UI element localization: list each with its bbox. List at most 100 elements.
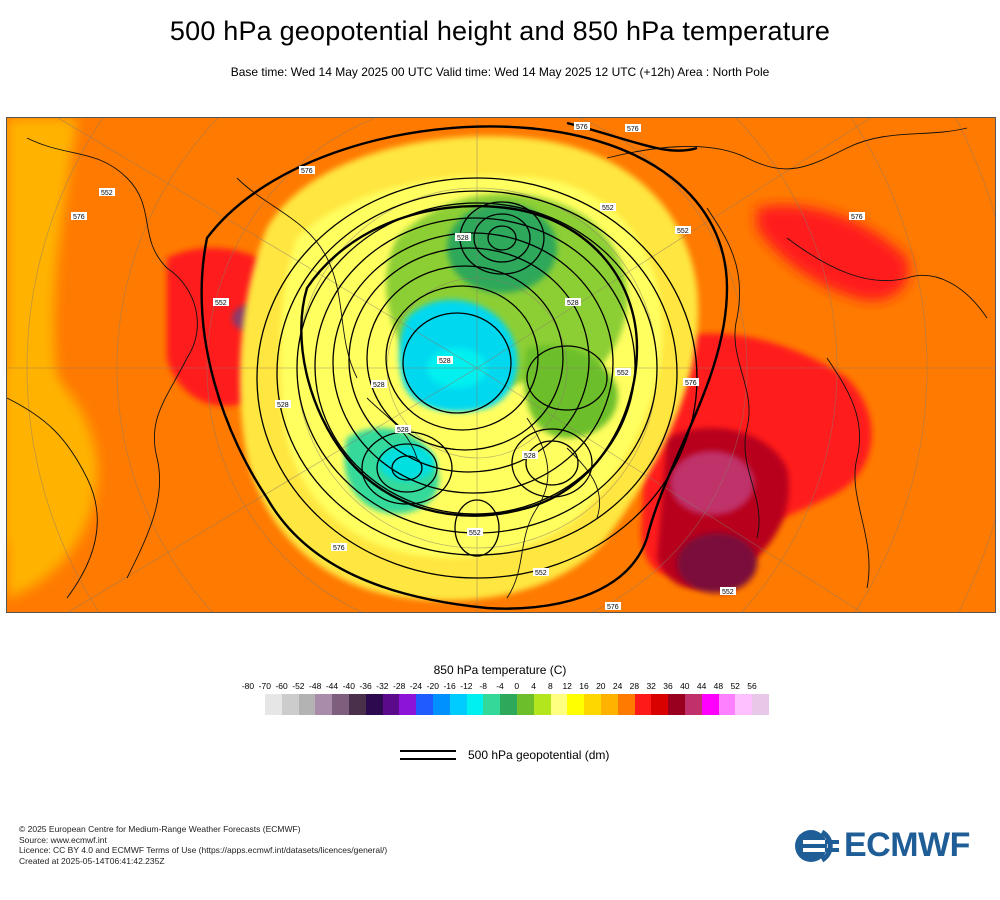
temperature-legend-title: 850 hPa temperature (C) — [433, 663, 567, 677]
contour-label: 528 — [439, 358, 451, 365]
colorbar-swatch — [752, 694, 769, 715]
deep-green-core — [447, 203, 557, 293]
colorbar-swatch — [382, 694, 400, 715]
contour-label: 552 — [617, 370, 629, 377]
contour-label: 528 — [277, 402, 289, 409]
colorbar-swatch — [735, 694, 753, 715]
colorbar-swatch — [399, 694, 417, 715]
contour-label: 576 — [576, 124, 588, 131]
contour-label: 576 — [851, 214, 863, 221]
colorbar-tick-label: -20 — [426, 681, 439, 691]
colorbar-swatch — [483, 694, 501, 715]
colorbar-tick-label: -36 — [359, 681, 372, 691]
geopotential-line-sample — [400, 748, 456, 762]
temperature-colorbar — [265, 694, 769, 715]
colorbar-tick-label: 16 — [579, 681, 589, 691]
colorbar-tick-label: -60 — [275, 681, 288, 691]
colorbar-swatch — [365, 694, 383, 715]
created-line: Created at 2025-05-14T06:41:42.235Z — [19, 855, 165, 866]
colorbar-tick-label: -16 — [443, 681, 456, 691]
contour-labels: 576 552 528 576 552 528 576 552 528 576 — [71, 122, 865, 611]
colorbar-tick-label: 36 — [663, 681, 673, 691]
contour-label: 552 — [215, 300, 227, 307]
colorbar-tick-label: 40 — [680, 681, 690, 691]
contour-label: 552 — [535, 570, 547, 577]
colorbar-tick-label: 56 — [747, 681, 757, 691]
ecmwf-logo[interactable]: ECMWF — [794, 826, 970, 865]
contour-label: 552 — [469, 530, 481, 537]
contour-label: 528 — [567, 300, 579, 307]
contour-label: 576 — [333, 545, 345, 552]
colorbar-swatch — [617, 694, 635, 715]
colorbar-swatch — [584, 694, 601, 715]
ecmwf-logo-icon — [795, 829, 839, 862]
geopotential-legend: 500 hPa geopotential (dm) — [400, 748, 609, 762]
colorbar-tick-label: 52 — [730, 681, 740, 691]
colorbar-swatch — [567, 694, 585, 715]
colorbar-swatch — [348, 694, 366, 715]
colorbar-swatch — [265, 694, 282, 715]
contour-label: 552 — [722, 589, 734, 596]
colorbar-swatch — [550, 694, 568, 715]
contour-label: 552 — [101, 190, 113, 197]
colorbar-swatch — [416, 694, 433, 715]
contour-label: 528 — [457, 235, 469, 242]
colorbar-swatch — [600, 694, 618, 715]
colorbar-tick-label: -48 — [309, 681, 322, 691]
colorbar-swatch — [701, 694, 719, 715]
contour-label: 528 — [524, 453, 536, 460]
credits: © 2025 European Centre for Medium-Range … — [19, 824, 387, 866]
colorbar-tick-label: 12 — [562, 681, 572, 691]
coastlines — [7, 127, 988, 599]
colorbar-tick-label: -70 — [258, 681, 271, 691]
contour-label: 552 — [677, 228, 689, 235]
extreme-region-southeast — [677, 533, 757, 593]
contour-label: 576 — [301, 168, 313, 175]
colorbar-swatch — [281, 694, 299, 715]
geopotential-legend-label: 500 hPa geopotential (dm) — [468, 748, 610, 762]
copyright-line: © 2025 European Centre for Medium-Range … — [19, 824, 301, 834]
contour-label: 576 — [607, 604, 619, 611]
colorbar-swatch — [332, 694, 349, 715]
colorbar-swatch — [432, 694, 450, 715]
source-line: Source: www.ecmwf.int — [19, 834, 107, 845]
contour-label: 576 — [627, 126, 639, 133]
colorbar-swatch — [651, 694, 669, 715]
contour-label: 528 — [373, 382, 385, 389]
hot-region-northeast — [757, 205, 909, 301]
colorbar-tick-label: -40 — [342, 681, 355, 691]
colorbar-tick-label: -12 — [460, 681, 473, 691]
colorbar-tick-label: 28 — [629, 681, 640, 691]
temperature-legend-ticks: -80 -70 -60 -52 -48 -44 -40 -36 -32 -28 -24 -20 -16-… — [240, 681, 760, 693]
colorbar-tick-label: 4 — [531, 681, 536, 691]
chart-title: 500 hPa geopotential height and 850 hPa … — [169, 16, 831, 46]
contour-label: 576 — [73, 214, 85, 221]
colorbar-tick-label: -52 — [292, 681, 305, 691]
contour-label: 576 — [685, 380, 697, 387]
colorbar-tick-label: -24 — [409, 681, 423, 691]
colorbar-tick-label: -80 — [241, 681, 255, 691]
colorbar-swatch — [533, 694, 551, 715]
colorbar-tick-label: -44 — [325, 681, 339, 691]
colorbar-tick-label: -28 — [393, 681, 406, 691]
colorbar-tick-label: 0 — [514, 681, 520, 691]
map-canvas: 576 552 528 576 552 528 576 552 528 576 — [7, 118, 995, 612]
colorbar-swatch — [466, 694, 484, 715]
colorbar-swatch — [500, 694, 517, 715]
cold-green-region-east — [524, 345, 618, 438]
mild-region-southwest — [7, 366, 98, 598]
colorbar-swatch — [516, 694, 534, 715]
ecmwf-logo-text: ECMWF — [844, 826, 970, 864]
colorbar-tick-label: 24 — [612, 681, 623, 691]
colorbar-swatch — [634, 694, 652, 715]
colorbar-swatch — [718, 694, 736, 715]
colorbar-tick-label: -4 — [496, 681, 504, 691]
north-pole-map[interactable]: 576 552 528 576 552 528 576 552 528 576 — [6, 117, 996, 613]
colorbar-tick-label: 8 — [548, 681, 553, 691]
colorbar-swatch — [449, 694, 467, 715]
colorbar-swatch — [298, 694, 316, 715]
colorbar-tick-label: 20 — [596, 681, 606, 691]
colorbar-tick-label: 48 — [713, 681, 724, 691]
extreme-region-east — [670, 451, 754, 515]
colorbar-swatch — [668, 694, 685, 715]
